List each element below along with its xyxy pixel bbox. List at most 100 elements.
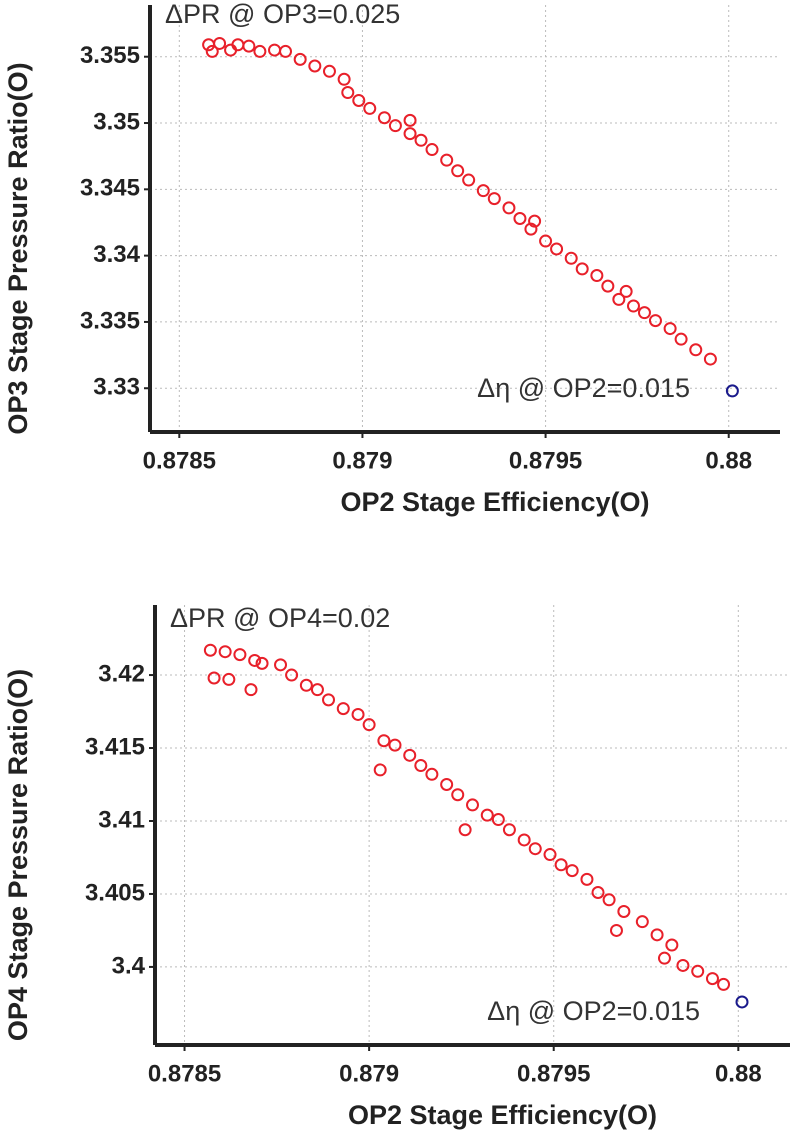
scatter-point <box>414 759 428 773</box>
scatter-point <box>725 384 739 398</box>
scatter-point <box>528 842 542 856</box>
annotation: Δη @ OP2=0.015 <box>477 373 690 403</box>
scatter-point <box>205 44 219 58</box>
scatter-point <box>612 292 626 306</box>
scatter-point <box>564 251 578 265</box>
x-tick-label: 0.8785 <box>148 1060 221 1087</box>
scatter-point <box>403 127 417 141</box>
scatter-point <box>341 86 355 100</box>
scatter-point <box>462 173 476 187</box>
scatter-point <box>352 93 366 107</box>
y-tick-label: 3.33 <box>93 374 140 401</box>
scatter-point <box>626 299 640 313</box>
scatter-point <box>322 64 336 78</box>
scatter-point <box>602 893 616 907</box>
y-tick-label: 3.345 <box>80 175 140 202</box>
y-tick-label: 3.41 <box>98 806 145 833</box>
scatter-point <box>601 279 615 293</box>
scatter-point <box>440 778 454 792</box>
scatter-point <box>543 848 557 862</box>
x-tick-label: 0.8795 <box>509 447 582 474</box>
x-tick-label: 0.88 <box>715 1060 762 1087</box>
scatter-point <box>203 643 217 657</box>
y-tick-label: 3.34 <box>93 241 140 268</box>
scatter-point <box>575 262 589 276</box>
scatter-point <box>703 352 717 366</box>
scatter-point <box>213 36 227 50</box>
y-tick-label: 3.355 <box>80 42 140 69</box>
scatter-point <box>274 658 288 672</box>
scatter-point <box>674 332 688 346</box>
scatter-point <box>637 306 651 320</box>
scatter-point <box>388 738 402 752</box>
scatter-point <box>440 153 454 167</box>
scatter-point <box>705 972 719 986</box>
scatter-point <box>310 683 324 697</box>
scatter-point <box>480 808 494 822</box>
scatter-point <box>458 823 472 837</box>
x-tick-label: 0.879 <box>339 1060 399 1087</box>
scatter-point <box>363 101 377 115</box>
scatter-point <box>580 872 594 886</box>
scatter-point <box>491 813 505 827</box>
scatter-point <box>591 885 605 899</box>
y-axis-label: OP4 Stage Pressure Ratio(O) <box>3 669 33 1041</box>
scatter-point <box>414 133 428 147</box>
y-tick-label: 3.42 <box>98 660 145 687</box>
x-axis-label: OP2 Stage Efficiency(O) <box>340 487 649 517</box>
scatter-point <box>308 59 322 73</box>
scatter-point <box>502 823 516 837</box>
scatter-point <box>648 314 662 328</box>
scatter-point <box>735 995 749 1009</box>
annotation: ΔPR @ OP4=0.02 <box>170 603 390 633</box>
scatter-point <box>253 44 267 58</box>
scatter-point <box>650 928 664 942</box>
scatter-point <box>248 653 262 667</box>
scatter-point <box>351 707 365 721</box>
scatter-point <box>268 43 282 57</box>
scatter-point <box>502 201 516 215</box>
scatter-point <box>487 192 501 206</box>
scatter-point <box>377 111 391 125</box>
scatter-point <box>617 904 631 918</box>
scatter-point <box>466 798 479 812</box>
scatter-point <box>362 718 376 732</box>
x-tick-label: 0.88 <box>705 447 752 474</box>
y-tick-label: 3.4 <box>112 952 146 979</box>
scatter-point <box>665 938 679 952</box>
scatter-point <box>554 858 568 872</box>
scatter-point <box>528 214 542 228</box>
scatter-point <box>279 44 293 58</box>
scatter-point <box>539 234 553 248</box>
scatter-point <box>517 833 531 847</box>
scatter-point <box>691 964 705 978</box>
scatter-point <box>565 864 579 878</box>
scatter-point <box>663 322 677 336</box>
scatter-point <box>590 269 604 283</box>
scatter-point <box>242 39 256 53</box>
scatter-point <box>388 119 402 133</box>
scatter-point <box>336 702 350 716</box>
scatter-point <box>476 184 490 198</box>
scatter-point <box>451 164 465 178</box>
y-tick-label: 3.415 <box>85 733 145 760</box>
scatter-point <box>524 222 538 236</box>
scatter-point <box>676 958 690 972</box>
scatter-point <box>222 672 236 686</box>
x-tick-label: 0.8795 <box>517 1060 590 1087</box>
scatter-point <box>619 284 633 298</box>
scatter-point <box>403 748 417 762</box>
scatter-point <box>255 656 269 670</box>
scatter-point <box>403 113 417 127</box>
annotation: Δη @ OP2=0.015 <box>487 996 700 1026</box>
x-tick-label: 0.8785 <box>143 447 216 474</box>
scatter-point <box>285 668 299 682</box>
scatter-point <box>373 763 387 777</box>
scatter-point <box>550 242 564 256</box>
y-tick-label: 3.35 <box>93 108 140 135</box>
x-tick-label: 0.879 <box>332 447 392 474</box>
scatter-point <box>635 915 649 929</box>
scatter-point <box>337 72 351 86</box>
scatter-point <box>299 678 313 692</box>
